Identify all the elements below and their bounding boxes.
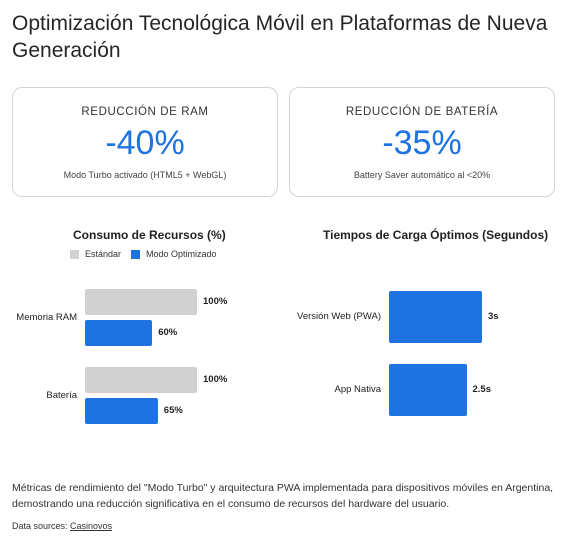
- bar-optimized: [85, 398, 158, 424]
- card-label: REDUCCIÓN DE RAM: [81, 106, 209, 118]
- category-label: App Nativa: [334, 384, 381, 395]
- card-note: Modo Turbo activado (HTML5 + WebGL): [63, 170, 227, 180]
- value-label: 100%: [203, 374, 228, 385]
- legend-optimized: Modo Optimizado: [131, 249, 217, 259]
- category-label: Memoria RAM: [16, 312, 77, 323]
- bar-standard: [85, 367, 197, 393]
- value-label: 60%: [158, 327, 178, 338]
- value-label: 3s: [488, 311, 499, 322]
- card-value: -40%: [105, 124, 185, 162]
- value-label: 2.5s: [472, 384, 492, 395]
- bar-standard: [85, 289, 197, 315]
- legend-standard: Estándar: [70, 249, 121, 259]
- resources-chart-title: Consumo de Recursos (%): [73, 228, 226, 242]
- card-label: REDUCCIÓN DE BATERÍA: [345, 106, 499, 118]
- card-value: -35%: [382, 124, 462, 162]
- data-sources: Data sources: Casinovos: [12, 521, 112, 531]
- load-times-chart-title: Tiempos de Carga Óptimos (Segundos): [323, 228, 549, 242]
- footer-description: Métricas de rendimiento del "Modo Turbo"…: [12, 482, 554, 510]
- category-label: Versión Web (PWA): [297, 311, 381, 322]
- bar-optimized: [85, 320, 153, 346]
- value-label: 65%: [163, 405, 183, 416]
- page-title: Optimización Tecnológica Móvil en Plataf…: [12, 12, 548, 62]
- sources-label: Data sources:: [12, 521, 68, 531]
- legend-label-standard: Estándar: [85, 249, 122, 259]
- category-label: Batería: [46, 390, 77, 401]
- legend-label-optimized: Modo Optimizado: [146, 249, 217, 259]
- bar-load-time: [389, 291, 482, 343]
- battery-reduction-card: REDUCCIÓN DE BATERÍA -35% Battery Saver …: [289, 87, 555, 197]
- card-note: Battery Saver automático al <20%: [353, 170, 491, 180]
- legend-swatch-standard: [70, 249, 79, 259]
- sources-link[interactable]: Casinovos: [70, 521, 113, 531]
- value-label: 100%: [203, 296, 228, 307]
- ram-reduction-card: REDUCCIÓN DE RAM -40% Modo Turbo activad…: [12, 87, 278, 197]
- bar-load-time: [389, 364, 467, 416]
- legend-swatch-optimized: [131, 249, 140, 259]
